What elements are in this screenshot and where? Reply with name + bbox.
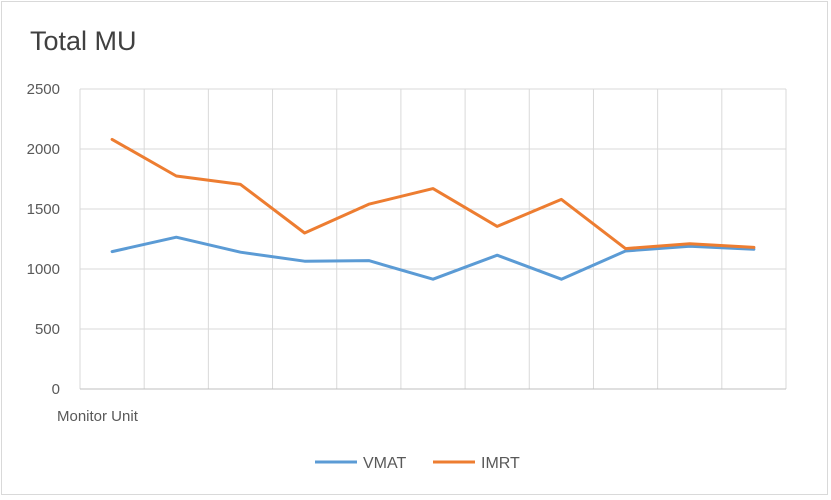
y-tick-label: 2000 [27,141,60,158]
legend-label-imrt: IMRT [481,455,520,472]
y-tick-label: 1000 [27,261,60,278]
grid [79,88,787,390]
chart-title: Total MU [30,26,137,56]
x-axis-label: Monitor Unit [57,408,139,425]
series-line-vmat [110,235,756,281]
legend-label-vmat: VMAT [363,455,406,472]
series-line-imrt [110,137,756,251]
y-tick-label: 1500 [27,201,60,218]
y-tick-label: 500 [35,321,60,338]
series-lines [110,137,756,281]
y-tick-label: 2500 [27,81,60,98]
legend: VMAT IMRT [315,455,520,472]
y-tick-labels: 0 500 1000 1500 2000 2500 [27,81,60,398]
y-tick-label: 0 [52,381,60,398]
